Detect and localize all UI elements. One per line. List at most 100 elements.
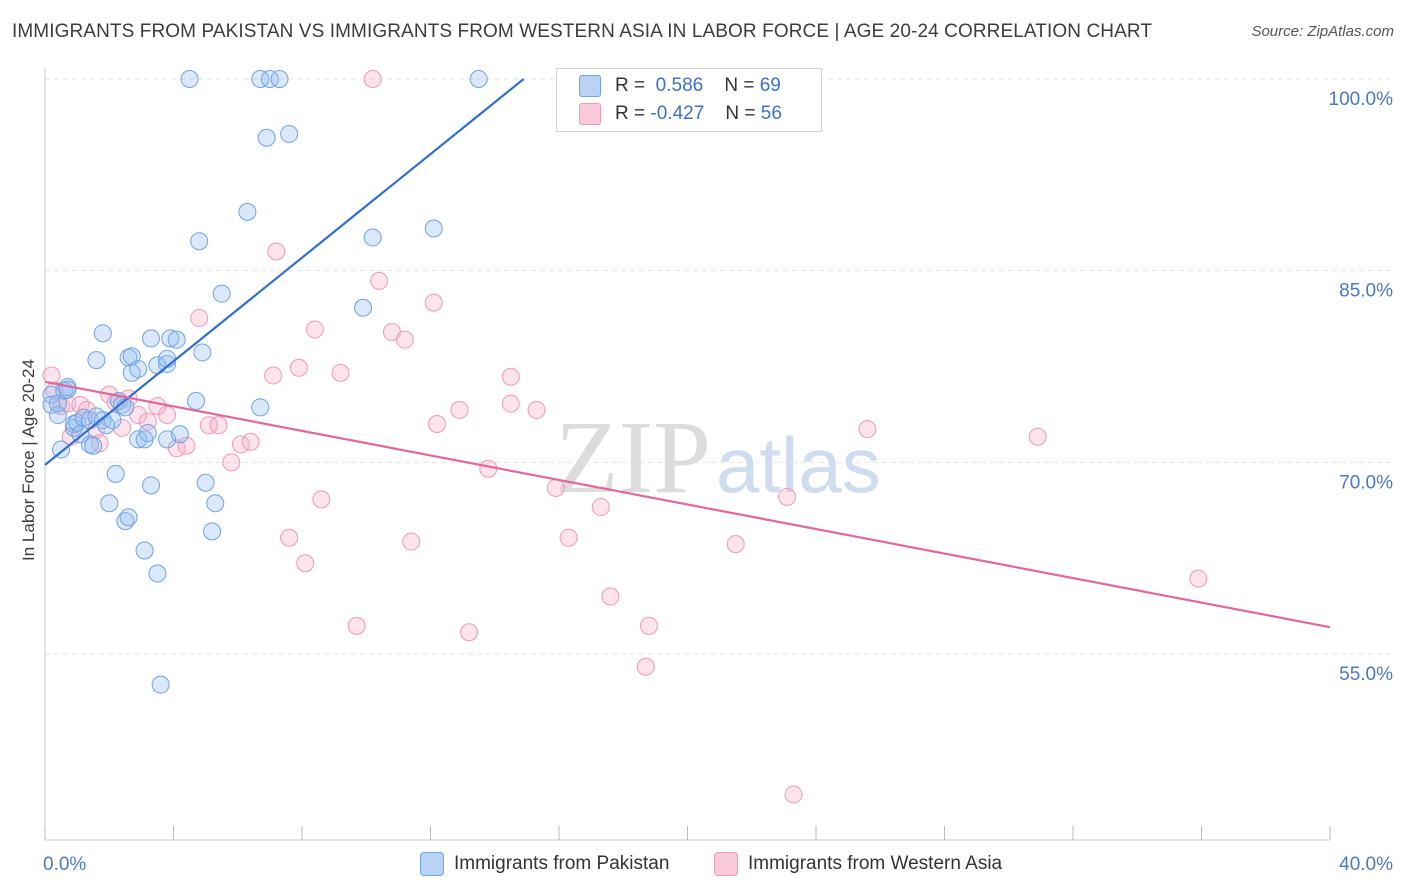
gridlines (45, 78, 1395, 655)
pakistan-point (138, 423, 157, 442)
pakistan-point (193, 343, 212, 362)
pakistan-point (238, 202, 257, 221)
western-asia-point (363, 70, 382, 88)
western-asia-point (424, 293, 443, 312)
stats-legend: R = 0.586 N = 69 R = -0.427 N = 56 (556, 68, 822, 132)
y-tick-label: 100.0% (1329, 89, 1394, 110)
pakistan-point (469, 70, 488, 88)
western-asia-legend-swatch (714, 852, 738, 876)
western-asia-point (113, 418, 132, 437)
western-asia-point (427, 415, 446, 433)
western-asia-point (241, 432, 260, 451)
pakistan-point (151, 675, 170, 694)
source-note: Source: ZipAtlas.com (1251, 23, 1394, 40)
pakistan-legend-swatch (420, 852, 444, 876)
series-legend: Immigrants from Pakistan Immigrants from… (0, 852, 1406, 878)
pakistan-point (158, 349, 177, 368)
pakistan-point (42, 395, 61, 414)
r-label: R = (615, 103, 646, 125)
pakistan-point (186, 392, 205, 410)
pakistan-point (206, 494, 225, 513)
pakistan-point (280, 124, 299, 143)
pakistan-point (148, 564, 167, 583)
western-asia-point (305, 320, 324, 339)
watermark-atlas: atlas (716, 421, 881, 509)
legend-row-pakistan: R = 0.586 N = 69 (579, 75, 781, 99)
legend-item-western-asia[interactable]: Immigrants from Western Asia (714, 852, 1002, 876)
western-asia-point (559, 528, 578, 547)
pakistan-point (58, 380, 77, 399)
pakistan-point (196, 473, 215, 492)
western-asia-point (450, 400, 469, 419)
western-asia-point (264, 366, 283, 385)
r-label: R = (615, 75, 646, 97)
western-asia-point (370, 271, 389, 290)
pakistan-point (129, 430, 148, 449)
western-asia-point (190, 308, 209, 327)
pakistan-point (142, 476, 161, 495)
western-asia-point (546, 478, 565, 497)
western-asia-point (858, 420, 877, 439)
y-tick-label: 55.0% (1339, 664, 1393, 685)
pakistan-swatch (579, 75, 601, 97)
pakistan-point (424, 219, 443, 238)
pakistan-point (354, 298, 373, 317)
western-asia-point (289, 358, 308, 377)
pakistan-point (119, 508, 138, 527)
pakistan-point (212, 284, 231, 303)
western-asia-point (312, 490, 331, 509)
n-value: 69 (759, 75, 781, 97)
pakistan-point (251, 70, 270, 88)
western-asia-points (42, 70, 1208, 804)
western-asia-trend-line (44, 380, 1331, 629)
chart-title: IMMIGRANTS FROM PAKISTAN VS IMMIGRANTS F… (12, 21, 1153, 42)
western-asia-point (601, 587, 620, 606)
axis-labels: 55.0% 70.0% 85.0% 100.0% 0.0% 40.0% In Labor F… (19, 89, 1393, 875)
n-label: N = (724, 75, 755, 97)
legend-row-western-asia: R = -0.427 N = 56 (579, 103, 782, 127)
pakistan-point (52, 440, 71, 459)
pakistan-point (190, 232, 209, 251)
western-asia-point (501, 394, 520, 413)
pakistan-point (84, 436, 103, 455)
western-asia-point (296, 554, 315, 573)
n-label: N = (725, 103, 756, 125)
pakistan-point (167, 330, 186, 349)
x-tick-label: 40.0% (1339, 854, 1393, 875)
western-asia-point (778, 487, 797, 506)
axes (44, 68, 1331, 841)
pakistan-point (363, 228, 382, 247)
western-asia-point (784, 785, 803, 804)
pakistan-point (129, 360, 148, 379)
western-asia-point (591, 498, 610, 517)
pakistan-point (257, 128, 276, 147)
western-asia-point (158, 406, 177, 425)
pakistan-point (270, 70, 289, 88)
western-asia-point (527, 400, 546, 419)
western-asia-point (1028, 427, 1047, 446)
legend-item-pakistan[interactable]: Immigrants from Pakistan (420, 852, 669, 876)
western-asia-point (1189, 569, 1208, 588)
y-tick-label: 70.0% (1339, 472, 1393, 493)
pakistan-point (100, 494, 119, 513)
western-asia-point (222, 453, 241, 472)
western-asia-point (395, 330, 414, 349)
trend-lines (44, 78, 1331, 629)
pakistan-point (170, 425, 189, 444)
western-asia-point (402, 532, 421, 551)
y-tick-label: 85.0% (1339, 281, 1393, 302)
watermark: ZIP atlas (555, 400, 881, 515)
western-asia-point (636, 657, 655, 676)
western-asia-point (209, 416, 228, 435)
western-asia-swatch (579, 103, 601, 125)
r-value: 0.586 (655, 75, 704, 97)
pakistan-point (87, 351, 106, 370)
pakistan-point (93, 324, 112, 343)
western-asia-point (347, 616, 366, 635)
pakistan-point (161, 329, 180, 348)
western-asia-point (331, 363, 350, 382)
western-asia-point (280, 528, 299, 547)
pakistan-point (260, 70, 279, 88)
pakistan-point (158, 354, 177, 373)
